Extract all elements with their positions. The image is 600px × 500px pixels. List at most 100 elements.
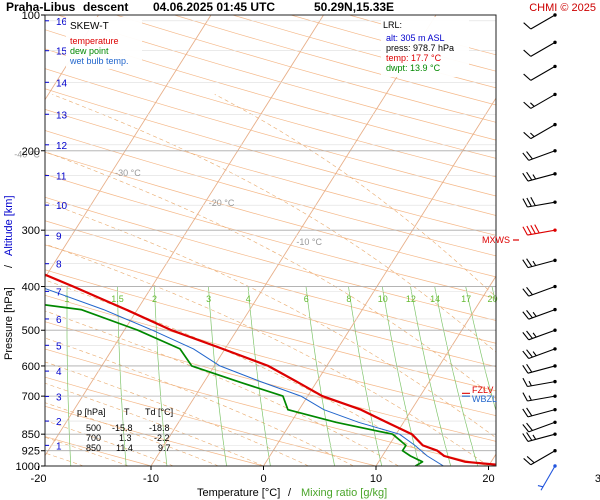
- plot-frame: [44, 14, 497, 467]
- wind-barb-staff: [527, 259, 556, 269]
- legend-title: SKEW-T: [70, 21, 109, 32]
- wind-barb-feather: [522, 332, 530, 341]
- wind-barb-half-feather: [537, 485, 544, 488]
- wind-barb-feather: [522, 226, 528, 236]
- wind-barb-feather: [522, 392, 528, 402]
- pressure-tick-label: 850: [22, 429, 40, 441]
- altitude-tick-label: 12: [56, 141, 68, 152]
- wind-barb: [522, 392, 557, 402]
- wind-barb-feather: [522, 408, 529, 418]
- table-header-td: Td [°C]: [145, 407, 173, 417]
- pressure-tick-label: 200: [22, 146, 40, 158]
- header-mode: descent: [83, 0, 128, 14]
- wind-barb-station: [553, 379, 557, 384]
- isotherm-label: -40 °C: [14, 150, 40, 160]
- isotherm: [375, 275, 496, 466]
- isotherm: [45, 15, 324, 457]
- wind-barb-feather: [522, 377, 528, 387]
- data-table: p [hPa] T Td [°C] 500 -15.8 -18.8 700 1.…: [77, 407, 173, 453]
- wind-barb: [522, 171, 557, 182]
- wind-barb-staff: [530, 450, 556, 466]
- y-axis-label: Pressure [hPa]: [3, 287, 15, 360]
- lrl-info-box: LRL: alt: 305 m ASL press: 978.7 hPa tem…: [381, 17, 469, 77]
- plot-area: [45, 15, 496, 466]
- wind-barb-staff: [527, 365, 556, 374]
- wbzl-label: WBZL: [472, 394, 497, 404]
- wind-barb: [522, 377, 557, 388]
- isotherm: [150, 15, 437, 466]
- legend-dew-point: dew point: [70, 46, 109, 56]
- wind-barb: [523, 122, 557, 140]
- moist-adiabat: [52, 94, 496, 353]
- wind-barb-staff: [530, 14, 556, 30]
- wind-barb-feather: [526, 310, 533, 319]
- table-cell: 1.3: [119, 433, 132, 443]
- lrl-press: press: 978.7 hPa: [386, 43, 454, 53]
- wind-barb-half-feather: [532, 351, 537, 357]
- wind-barb: [522, 149, 557, 161]
- mixing-ratio-label: 14: [430, 294, 440, 304]
- x-axis-label-mixing: Mixing ratio [g/kg]: [301, 487, 387, 499]
- header-datetime: 04.06.2025 01:45 UTC: [153, 0, 275, 14]
- fzl-label: FZLV: [472, 385, 493, 395]
- wind-barb-feather: [526, 225, 532, 235]
- grid-labels: -80 °C-70 °C-60 °C-50 °C-40 °C-30 °C-20 …: [14, 150, 497, 304]
- mxws-label: MXWS: [482, 235, 510, 245]
- pressure-tick-label: 600: [22, 361, 40, 373]
- wind-barb: [522, 363, 557, 374]
- altitude-tick-label: 13: [56, 110, 68, 121]
- header-coords: 50.29N,15.33E: [314, 0, 394, 14]
- wind-barb: [523, 13, 557, 30]
- wind-barb-staff: [527, 201, 556, 208]
- wind-barb-feather: [534, 224, 540, 234]
- dry-adiabat: [45, 151, 496, 278]
- wind-barb: [522, 197, 557, 208]
- wind-barb-half-feather: [532, 260, 537, 266]
- dry-adiabat: [45, 130, 496, 257]
- lrl-temp: temp: 17.7 °C: [386, 53, 442, 63]
- moist-adiabat: [45, 382, 264, 466]
- wind-barb-staff: [528, 309, 556, 320]
- wind-barb-feather: [526, 151, 533, 160]
- wind-barb-staff: [528, 150, 556, 161]
- pressure-tick-label: 925: [22, 446, 40, 458]
- wind-barb-staff: [528, 329, 556, 341]
- y-axis-title: Pressure [hPa] / Altitude [km]: [3, 195, 15, 360]
- wind-barb: [523, 92, 557, 109]
- x-tick-label: -10: [143, 473, 159, 485]
- dry-adiabat: [45, 174, 496, 299]
- mixing-ratio-label: 1: [65, 294, 70, 304]
- wind-barb: [523, 449, 557, 466]
- wind-barb-feather: [522, 311, 530, 320]
- wind-barb-half-feather: [530, 102, 535, 107]
- wind-barb-feather: [526, 422, 533, 431]
- altitude-tick-label: 11: [56, 172, 67, 183]
- wind-barb-feather: [526, 286, 533, 296]
- table-cell: 700: [86, 433, 101, 443]
- wind-barb-feather: [522, 288, 530, 297]
- mixing-ratio-label: 3: [206, 294, 211, 304]
- legend-temperature: temperature: [70, 36, 119, 46]
- wind-barb-feather: [526, 349, 533, 358]
- mixing-ratio-label: 4: [246, 294, 251, 304]
- wind-barb-staff: [528, 421, 556, 433]
- wind-barb-station: [553, 432, 557, 436]
- wind-barb-staff: [540, 465, 556, 491]
- wind-barb-feather: [522, 433, 529, 442]
- altitude-tick-label: 15: [56, 47, 68, 58]
- x-axis-sep: /: [288, 487, 292, 499]
- wind-barb: [522, 224, 557, 236]
- wind-barb-staff: [527, 381, 556, 388]
- wind-barb-staff: [528, 348, 556, 359]
- wind-barb: [522, 258, 557, 269]
- mixing-ratio-label: 1.5: [111, 294, 124, 304]
- pressure-tick-label: 700: [22, 391, 40, 403]
- wind-barb-half-feather: [532, 332, 537, 338]
- isotherm-label: -10 °C: [296, 237, 322, 247]
- lrl-title: LRL:: [383, 20, 402, 30]
- legend-wet-bulb: wet bulb temp.: [69, 56, 129, 66]
- moist-adiabat: [45, 402, 219, 466]
- wind-barb-staff: [530, 41, 556, 57]
- lrl-alt: alt: 305 m ASL: [386, 33, 445, 43]
- x-tick-label: 30: [595, 473, 600, 485]
